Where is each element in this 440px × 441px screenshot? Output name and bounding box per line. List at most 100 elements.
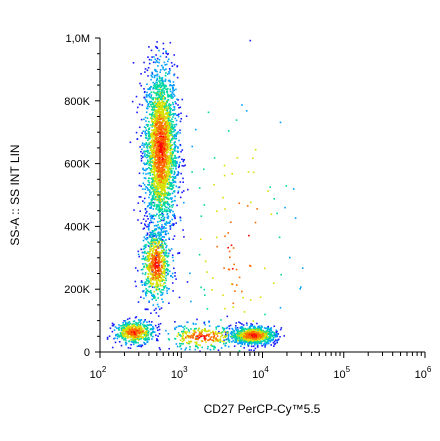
event-dot — [157, 118, 160, 121]
event-dot — [174, 272, 176, 274]
event-dot — [207, 334, 209, 336]
event-dot — [144, 132, 146, 134]
event-dot — [160, 213, 162, 216]
event-dot — [274, 336, 276, 338]
event-dot — [171, 95, 173, 98]
event-dot — [156, 41, 158, 43]
event-dot — [159, 173, 162, 176]
event-dot — [183, 201, 185, 204]
event-dot — [191, 171, 193, 173]
event-dot — [162, 113, 164, 115]
event-dot — [158, 205, 160, 208]
event-dot — [157, 260, 159, 263]
event-dot — [143, 163, 146, 166]
event-dot — [153, 286, 156, 289]
event-dot — [167, 99, 170, 101]
event-dot — [157, 190, 159, 193]
event-dot — [252, 157, 254, 160]
event-dot — [250, 201, 252, 204]
event-dot — [148, 113, 151, 116]
event-dot — [126, 325, 128, 327]
event-dot — [253, 331, 255, 333]
event-dot — [166, 113, 168, 115]
event-dot — [116, 333, 118, 336]
event-dot — [275, 329, 278, 332]
event-dot — [252, 340, 254, 342]
event-dot — [172, 163, 174, 165]
event-dot — [148, 166, 150, 169]
event-dot — [140, 135, 142, 137]
event-dot — [136, 345, 139, 348]
event-dot — [170, 248, 173, 250]
event-dot — [162, 249, 165, 252]
event-dot — [144, 273, 147, 276]
event-dot — [280, 273, 282, 276]
event-dot — [144, 223, 146, 225]
event-dot — [168, 347, 170, 350]
event-dot — [165, 166, 167, 169]
event-dot — [156, 57, 159, 60]
event-dot — [146, 225, 148, 228]
event-dot — [192, 323, 195, 325]
event-dot — [167, 333, 170, 335]
event-dot — [204, 323, 206, 326]
event-dot — [155, 334, 157, 337]
event-dot — [151, 201, 153, 204]
event-dot — [125, 341, 127, 344]
event-dot — [149, 141, 152, 144]
event-dot — [150, 245, 153, 247]
event-dot — [172, 81, 175, 83]
event-dot — [231, 337, 233, 340]
event-dot — [147, 154, 150, 157]
event-dot — [247, 342, 249, 345]
event-dot — [260, 343, 263, 345]
event-dot — [130, 330, 132, 333]
event-dot — [170, 132, 172, 134]
event-dot — [166, 88, 168, 91]
event-dot — [151, 125, 154, 127]
event-dot — [146, 233, 149, 236]
event-dot — [203, 288, 206, 291]
event-dot — [158, 104, 161, 107]
event-dot — [157, 243, 160, 245]
event-dot — [276, 330, 278, 333]
event-dot — [157, 160, 160, 163]
event-dot — [136, 324, 139, 327]
event-dot — [148, 225, 150, 227]
event-dot — [222, 196, 224, 199]
event-dot — [147, 177, 150, 180]
event-dot — [269, 333, 272, 335]
event-dot — [173, 93, 175, 96]
event-dot — [154, 74, 157, 77]
event-dot — [162, 252, 165, 254]
event-dot — [149, 328, 152, 330]
event-dot — [249, 329, 252, 332]
event-dot — [153, 246, 156, 249]
event-dot — [251, 336, 254, 338]
event-dot — [272, 338, 275, 340]
event-dot — [200, 286, 202, 289]
event-dot — [248, 329, 250, 331]
event-dot — [166, 260, 168, 262]
event-dot — [141, 132, 143, 134]
event-dot — [172, 116, 174, 118]
event-dot — [149, 172, 152, 174]
event-dot — [150, 324, 152, 326]
event-dot — [163, 103, 166, 105]
event-dot — [173, 213, 176, 215]
event-dot — [162, 52, 164, 55]
event-dot — [151, 199, 153, 202]
event-dot — [273, 333, 276, 336]
event-dot — [143, 61, 145, 64]
event-dot — [158, 155, 161, 157]
event-dot — [157, 223, 159, 226]
event-dot — [225, 327, 228, 330]
event-dot — [159, 283, 162, 285]
event-dot — [167, 159, 169, 161]
event-dot — [163, 176, 166, 179]
event-dot — [164, 176, 166, 178]
event-dot — [147, 245, 150, 247]
event-dot — [170, 167, 172, 169]
event-dot — [210, 336, 213, 338]
event-dot — [165, 210, 167, 213]
